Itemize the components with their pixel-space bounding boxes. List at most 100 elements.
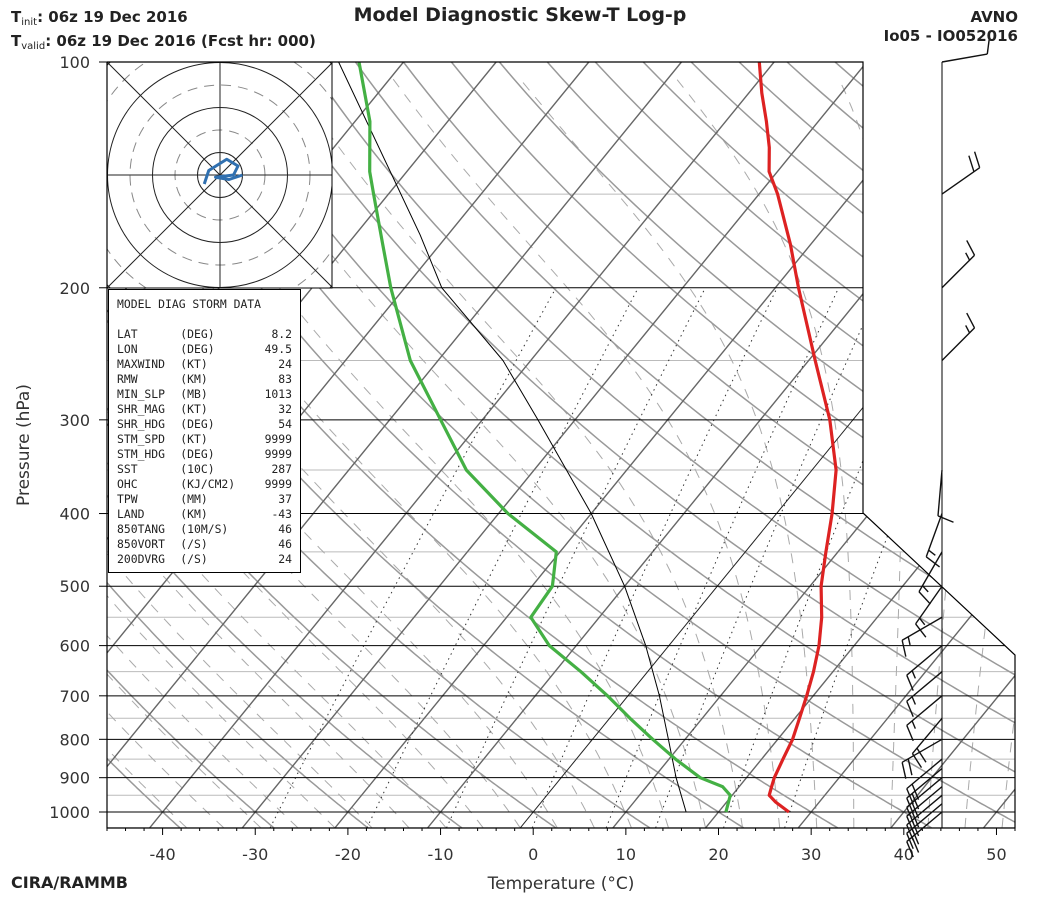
mixing-ratio-line	[446, 287, 706, 828]
isotherm	[890, 62, 1015, 828]
storm-data-table: MODEL DIAG STORM DATA LAT (DEG) 8.2 LON (DEG…	[108, 289, 301, 573]
storm-field-value: 54	[278, 417, 293, 431]
storm-field-name: LON	[117, 342, 138, 356]
wind-barb-half-flag	[911, 720, 916, 729]
wind-barb-staff	[906, 671, 943, 702]
wind-barb	[941, 37, 991, 63]
hodograph-trace	[202, 157, 243, 185]
storm-table-row: SHR_HDG (DEG) 54	[117, 417, 292, 432]
wind-barb-half-flag	[911, 670, 916, 679]
storm-field-value: -43	[271, 507, 293, 521]
storm-table-row: STM_SPD (KT) 9999	[117, 432, 292, 447]
wind-barb-staff	[911, 717, 943, 754]
wind-barb	[918, 551, 943, 605]
wind-barb-flag	[966, 312, 976, 329]
wind-barb-flag	[901, 762, 907, 779]
isotherm	[241, 62, 868, 828]
wind-barb-staff	[925, 513, 943, 558]
dry-adiabat	[354, 62, 1015, 828]
wind-barb-flag	[906, 815, 914, 832]
moist-adiabat	[107, 513, 299, 828]
wind-barb-flag	[906, 833, 914, 850]
moist-adiabat	[276, 182, 707, 828]
y-tick-label: 700	[59, 687, 90, 706]
moist-adiabat	[107, 572, 188, 828]
wind-barb-half-flag	[921, 585, 929, 593]
wind-barb-staff	[941, 53, 988, 63]
storm-field-value: 9999	[264, 432, 293, 446]
moist-adiabat	[206, 279, 632, 828]
chart-title: Model Diagnostic Skew-T Log-p	[353, 4, 687, 26]
storm-field-unit: (DEG)	[180, 327, 215, 341]
model-info: AVNO Io05 - IO052016	[884, 8, 1018, 46]
wind-barb-staff	[906, 645, 943, 676]
storm-field-unit: (10M/S)	[180, 522, 229, 536]
wind-barb-flag	[916, 747, 927, 763]
wind-barb-staff	[906, 758, 943, 790]
wind-barb-flag	[906, 841, 914, 858]
storm-table-row: 200DVRG (/S) 24	[117, 552, 292, 567]
storm-field-value: 46	[278, 537, 293, 551]
wind-barb-staff	[906, 767, 943, 799]
wind-barb-staff	[941, 167, 981, 195]
storm-field-unit: (KT)	[180, 357, 208, 371]
storm-table-row: OHC (KJ/CM2) 9999	[117, 477, 292, 492]
x-tick-label: -40	[150, 845, 176, 864]
storm-field-name: LAND	[117, 507, 145, 521]
mixing-ratio-line	[605, 287, 840, 828]
storm-field-name: SST	[117, 462, 138, 476]
wind-barb	[941, 312, 976, 361]
wind-barb	[915, 585, 943, 638]
storm-field-unit: (MB)	[180, 387, 208, 401]
moist-adiabat	[1001, 77, 1015, 828]
moist-adiabat	[107, 533, 262, 828]
dry-adiabat	[258, 62, 1015, 828]
wind-barb-half-flag	[911, 696, 916, 705]
storm-table-row: SHR_MAG (KT) 32	[117, 402, 292, 417]
wind-barb	[906, 758, 943, 805]
wind-barb-flag	[906, 788, 914, 805]
wind-barb-flag	[911, 820, 920, 837]
wind-barb-staff	[918, 551, 943, 593]
wind-barb-flag	[906, 725, 914, 742]
mixing-ratio-line	[366, 287, 639, 828]
y-tick-label: 1000	[49, 803, 90, 822]
dry-adiabat	[163, 62, 1015, 828]
wind-barb-half-flag	[919, 617, 926, 626]
init-time-line: Tinit: 06z 19 Dec 2016	[11, 8, 316, 32]
x-axis-label: Temperature (°C)	[487, 874, 635, 894]
storm-field-name: MIN_SLP	[117, 387, 166, 401]
y-tick-label: 800	[59, 730, 90, 749]
y-tick-label: 600	[59, 637, 90, 656]
wind-barb-flag	[937, 515, 954, 523]
mixing-ratio-line	[784, 287, 987, 828]
storm-table-row: MAXWIND (KT) 24	[117, 357, 292, 372]
dry-adiabat	[834, 62, 1015, 828]
wind-barb	[925, 513, 943, 568]
wind-barb	[901, 738, 943, 779]
wind-barb-half-flag	[907, 636, 911, 646]
y-tick-label: 200	[59, 279, 90, 298]
parcel-line	[338, 62, 687, 813]
init-subscript: init	[21, 17, 38, 28]
moist-adiabat	[391, 77, 781, 828]
wind-barb	[906, 695, 943, 742]
dry-adiabat	[498, 62, 1015, 828]
x-tick-label: 0	[528, 845, 538, 864]
storm-table-row: MIN_SLP (MB) 1013	[117, 387, 292, 402]
zero-isotherm	[519, 62, 1015, 828]
storm-field-unit: (DEG)	[180, 342, 215, 356]
dry-adiabat	[450, 62, 1015, 828]
storm-table-rows: LAT (DEG) 8.2 LON (DEG) 49.5 MAXWIND (KT) 24 RMW (…	[117, 327, 292, 567]
wind-barb-flag	[973, 151, 981, 168]
hodograph-axis	[107, 62, 332, 288]
storm-table-row: 850TANG (10M/S) 46	[117, 522, 292, 537]
dry-adiabat	[402, 62, 1015, 828]
wind-barb-half-flag	[965, 325, 971, 334]
hodograph	[107, 62, 332, 288]
wind-barb-flag	[911, 793, 920, 810]
storm-field-value: 32	[278, 402, 293, 416]
moist-adiabat	[964, 77, 1015, 828]
storm-field-value: 24	[278, 357, 293, 371]
isotherm	[705, 62, 1015, 828]
